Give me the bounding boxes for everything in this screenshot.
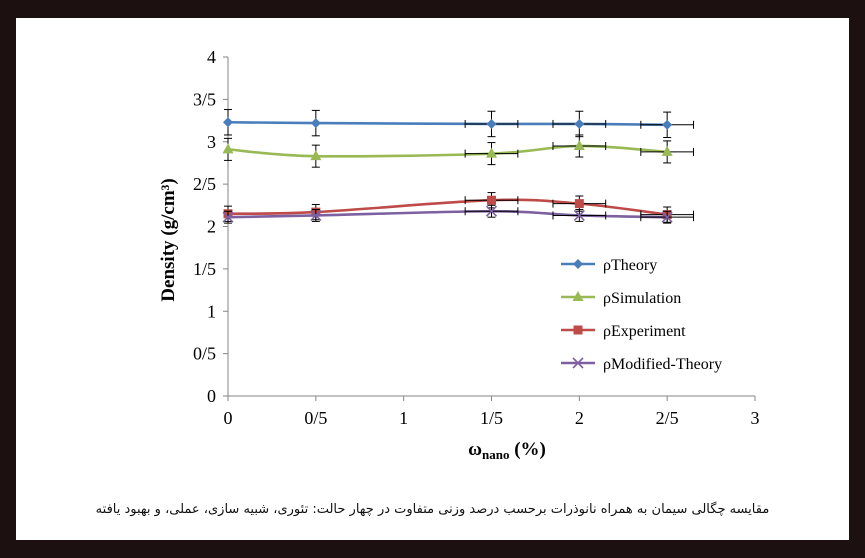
figure-caption: مقایسه چگالی سیمان به همراه نانوذرات برح… [95, 502, 770, 517]
y-tick-label: 0/5 [193, 344, 216, 364]
x-tick-label: 3 [751, 408, 760, 428]
series-line [227, 144, 668, 158]
legend-swatch-marker [572, 291, 584, 301]
y-tick-label: 0 [207, 386, 216, 406]
y-tick-label: 3 [207, 132, 216, 152]
data-point [487, 195, 496, 205]
legend-label: ρModified-Theory [603, 356, 722, 373]
y-tick-label: 2 [207, 217, 216, 237]
x-tick-label: 1 [399, 408, 408, 428]
series-experiment [223, 192, 695, 223]
series-modified-theory [222, 204, 695, 224]
data-point [662, 119, 673, 130]
data-point [223, 117, 233, 128]
data-point [310, 209, 322, 222]
x-axis-title-unit: (%) [509, 439, 545, 460]
series-simulation [222, 134, 695, 168]
data-point [222, 211, 234, 223]
data-point [661, 145, 673, 156]
x-axis-title: ωnano (%) [468, 439, 546, 462]
data-point [310, 118, 321, 129]
series-theory [223, 109, 695, 139]
y-tick-label: 1/5 [193, 259, 216, 279]
x-axis-title-subscript: nano [482, 447, 509, 462]
legend-item: ρTheory [561, 257, 657, 274]
x-tick-label: 1/5 [480, 408, 503, 428]
data-point [486, 118, 497, 129]
legend-label: ρExperiment [603, 323, 686, 340]
x-tick-label: 2 [575, 408, 584, 428]
data-point [574, 118, 585, 129]
legend-item: ρSimulation [561, 290, 681, 307]
legend-swatch-marker [573, 259, 583, 269]
y-tick-label: 3/5 [193, 89, 216, 109]
data-point [661, 211, 673, 223]
data-point [573, 209, 585, 222]
density-chart: 0 0/5 1 1/5 2 2/5 3 3/5 4 0 0/5 1 1/5 2 2/5 3 ρTheory ρS… [158, 47, 760, 462]
data-point [485, 205, 498, 217]
y-axis-title: Density (g/cm³) [158, 178, 179, 301]
data-point [574, 199, 584, 209]
x-tick-label: 0/5 [304, 408, 327, 428]
legend-item: ρExperiment [561, 323, 686, 340]
y-tick-label: 4 [207, 47, 216, 67]
legend-swatch-marker [572, 357, 584, 369]
y-tick-label: 1 [207, 301, 216, 321]
data-point [310, 150, 322, 161]
x-axis-title-symbol: ω [468, 439, 482, 460]
legend-label: ρSimulation [603, 290, 681, 307]
legend-label: ρTheory [603, 257, 657, 274]
figure-frame: 0 0/5 1 1/5 2 2/5 3 3/5 4 0 0/5 1 1/5 2 2/5 3 ρTheory ρS… [16, 18, 849, 540]
data-point [222, 143, 234, 154]
legend-item: ρModified-Theory [561, 356, 722, 373]
y-tick-label: 2/5 [193, 174, 216, 194]
data-point [486, 147, 497, 158]
x-tick-label: 0 [224, 408, 233, 428]
legend-swatch-marker [573, 325, 583, 335]
x-tick-label: 2/5 [656, 408, 679, 428]
data-point [573, 139, 585, 150]
